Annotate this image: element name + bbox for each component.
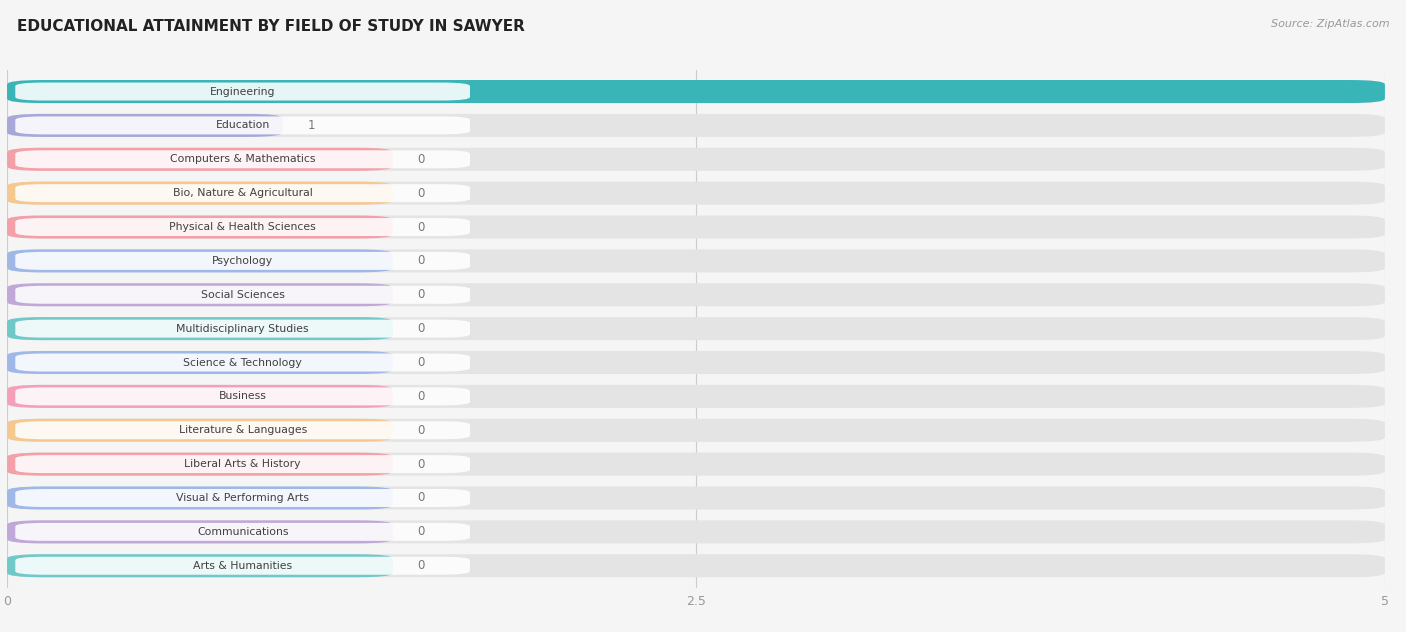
FancyBboxPatch shape	[7, 419, 392, 442]
Text: 0: 0	[418, 390, 425, 403]
FancyBboxPatch shape	[7, 453, 392, 476]
FancyBboxPatch shape	[15, 523, 470, 541]
FancyBboxPatch shape	[15, 489, 470, 507]
Text: Physical & Health Sciences: Physical & Health Sciences	[169, 222, 316, 232]
Text: 0: 0	[418, 525, 425, 538]
Text: Engineering: Engineering	[209, 87, 276, 97]
Text: Visual & Performing Arts: Visual & Performing Arts	[176, 493, 309, 503]
FancyBboxPatch shape	[15, 320, 470, 337]
FancyBboxPatch shape	[7, 385, 1385, 408]
FancyBboxPatch shape	[7, 453, 1385, 476]
Text: 0: 0	[418, 356, 425, 369]
FancyBboxPatch shape	[7, 80, 1385, 103]
FancyBboxPatch shape	[15, 252, 470, 270]
Text: Social Sciences: Social Sciences	[201, 289, 284, 300]
FancyBboxPatch shape	[7, 520, 1385, 544]
FancyBboxPatch shape	[7, 216, 392, 238]
Text: 0: 0	[418, 288, 425, 301]
FancyBboxPatch shape	[7, 181, 1385, 205]
Text: Source: ZipAtlas.com: Source: ZipAtlas.com	[1271, 19, 1389, 29]
Text: 1: 1	[308, 119, 315, 132]
FancyBboxPatch shape	[7, 283, 392, 307]
Text: Science & Technology: Science & Technology	[183, 358, 302, 368]
FancyBboxPatch shape	[15, 150, 470, 168]
FancyBboxPatch shape	[7, 80, 1385, 103]
Text: Education: Education	[215, 121, 270, 130]
FancyBboxPatch shape	[7, 283, 1385, 307]
FancyBboxPatch shape	[7, 317, 392, 340]
Text: Literature & Languages: Literature & Languages	[179, 425, 307, 435]
Text: 0: 0	[418, 322, 425, 335]
FancyBboxPatch shape	[7, 216, 1385, 238]
FancyBboxPatch shape	[7, 520, 392, 544]
Text: Communications: Communications	[197, 527, 288, 537]
Text: Psychology: Psychology	[212, 256, 273, 266]
Text: 0: 0	[418, 458, 425, 471]
FancyBboxPatch shape	[7, 148, 392, 171]
Text: 0: 0	[418, 221, 425, 234]
FancyBboxPatch shape	[7, 250, 1385, 272]
FancyBboxPatch shape	[15, 286, 470, 304]
FancyBboxPatch shape	[7, 419, 1385, 442]
FancyBboxPatch shape	[15, 116, 470, 135]
FancyBboxPatch shape	[7, 317, 1385, 340]
Text: 0: 0	[418, 255, 425, 267]
FancyBboxPatch shape	[7, 554, 1385, 577]
FancyBboxPatch shape	[15, 422, 470, 439]
FancyBboxPatch shape	[15, 184, 470, 202]
Text: 0: 0	[418, 153, 425, 166]
FancyBboxPatch shape	[7, 487, 1385, 509]
Text: 0: 0	[418, 559, 425, 572]
FancyBboxPatch shape	[7, 181, 392, 205]
FancyBboxPatch shape	[7, 250, 392, 272]
Text: Arts & Humanities: Arts & Humanities	[193, 561, 292, 571]
FancyBboxPatch shape	[15, 83, 470, 100]
Text: EDUCATIONAL ATTAINMENT BY FIELD OF STUDY IN SAWYER: EDUCATIONAL ATTAINMENT BY FIELD OF STUDY…	[17, 19, 524, 34]
FancyBboxPatch shape	[7, 385, 392, 408]
FancyBboxPatch shape	[15, 557, 470, 574]
FancyBboxPatch shape	[15, 455, 470, 473]
Text: Liberal Arts & History: Liberal Arts & History	[184, 459, 301, 469]
FancyBboxPatch shape	[15, 218, 470, 236]
Text: Multidisciplinary Studies: Multidisciplinary Studies	[176, 324, 309, 334]
FancyBboxPatch shape	[7, 148, 1385, 171]
Text: 0: 0	[418, 492, 425, 504]
Text: Bio, Nature & Agricultural: Bio, Nature & Agricultural	[173, 188, 312, 198]
FancyBboxPatch shape	[7, 554, 392, 577]
Text: Business: Business	[219, 391, 267, 401]
FancyBboxPatch shape	[7, 351, 392, 374]
FancyBboxPatch shape	[15, 353, 470, 372]
FancyBboxPatch shape	[15, 387, 470, 405]
Text: 0: 0	[418, 186, 425, 200]
FancyBboxPatch shape	[7, 487, 392, 509]
FancyBboxPatch shape	[7, 351, 1385, 374]
Text: Computers & Mathematics: Computers & Mathematics	[170, 154, 315, 164]
FancyBboxPatch shape	[7, 114, 1385, 137]
FancyBboxPatch shape	[7, 114, 283, 137]
Text: 0: 0	[418, 423, 425, 437]
